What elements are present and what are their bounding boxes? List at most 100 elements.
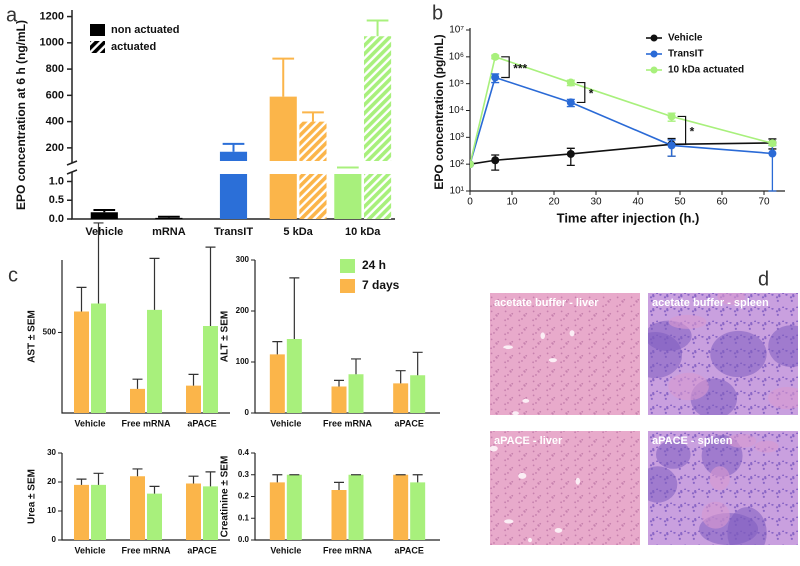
error-bar [205,246,216,327]
error-bar [302,111,324,122]
white-pulp [655,440,691,469]
bar [363,36,392,220]
error-bar [76,478,87,485]
significance-label: * [690,125,695,139]
vessel [554,528,563,533]
error-bar [132,378,143,389]
red-pulp [668,372,709,401]
y-tick-label: 10¹ [450,186,465,197]
data-point [566,98,575,107]
x-tick-label: Vehicle [74,545,105,555]
vessel [503,345,513,350]
error-bar [76,286,87,312]
bar [410,375,426,413]
bar [155,217,183,219]
error-bar [93,472,104,485]
white-pulp [648,332,683,379]
y-tick-label: 20 [47,477,56,486]
error-bar [158,215,180,218]
error-bar [93,209,116,213]
image-label: aPACE - spleen [652,435,733,447]
y-tick-label: 600 [46,89,64,101]
panel-letter: b [432,2,443,24]
x-tick-label: 30 [590,197,602,208]
y-axis-label: EPO concentration at 6 h (ng/mL) [14,20,28,210]
series-line [470,76,773,165]
legend-swatch [90,41,105,53]
y-tick-label: 400 [46,116,64,128]
data-point [566,78,575,87]
bar [186,385,201,413]
vessel [575,477,581,485]
y-axis-label: Urea ± SEM [27,469,38,524]
y-tick-label: 200 [46,142,64,154]
bar [410,482,426,540]
axes [469,28,785,192]
panel-letter: a [6,4,18,26]
y-tick-label: 10² [450,159,465,170]
x-tick-label: Vehicle [270,545,301,555]
x-tick-label: Vehicle [74,418,105,428]
error-bar [395,370,406,384]
histology-image [490,293,640,415]
y-tick-label: 200 [236,306,250,315]
red-pulp [709,466,730,491]
bar [130,388,145,413]
significance-bracket [677,115,687,145]
y-tick-label: 10⁷ [449,25,464,36]
series-line [470,142,773,165]
red-pulp [701,501,730,529]
vessel [540,332,545,340]
bar [74,311,89,413]
legend-marker [650,66,658,74]
white-pulp [768,325,798,368]
x-tick-label: Free mRNA [121,418,171,428]
error-bar [149,485,160,494]
panel-letter: c [8,264,18,286]
y-tick-label: 1200 [40,10,64,22]
x-tick-label: 5 kDa [283,226,313,238]
tissue [490,293,640,415]
x-tick-label: Vehicle [270,418,301,428]
significance-bracket [501,56,510,79]
tissue [490,431,640,545]
bar [269,354,285,413]
bar [203,486,218,540]
panel-letter: d [758,268,769,290]
legend-label: non actuated [111,24,179,36]
image-label: aPACE - liver [494,435,563,447]
white-pulp [710,330,767,378]
x-tick-label: aPACE [394,418,423,428]
axes [61,260,230,414]
bar [147,309,162,413]
white-pulp [648,466,678,503]
legend-label: 7 days [362,278,400,292]
x-tick-label: 70 [758,197,770,208]
y-tick-label: 300 [236,255,250,264]
legend-label: TransIT [668,49,704,60]
y-axis-label: EPO concentration (pg/mL) [432,34,446,189]
bar [331,386,347,413]
bar [203,326,218,413]
significance-label: * [589,87,594,101]
axis-break [66,160,78,175]
histology-image [648,431,798,545]
histology-image [490,431,640,545]
bar [130,476,145,540]
y-tick-label: 10⁵ [449,78,464,89]
legend-swatch [90,24,105,36]
data-point [491,73,500,82]
x-tick-label: aPACE [187,418,216,428]
bar [186,483,201,540]
y-tick-label: 0 [245,408,250,417]
legend-swatch [340,279,355,293]
error-bar [412,351,423,376]
legend-marker [650,50,658,58]
red-pulp [754,440,779,453]
error-bar [188,475,199,484]
y-tick-label: 0.1 [238,513,250,522]
bar [393,474,409,540]
x-tick-label: 0 [467,197,473,208]
legend-swatch [340,259,355,273]
